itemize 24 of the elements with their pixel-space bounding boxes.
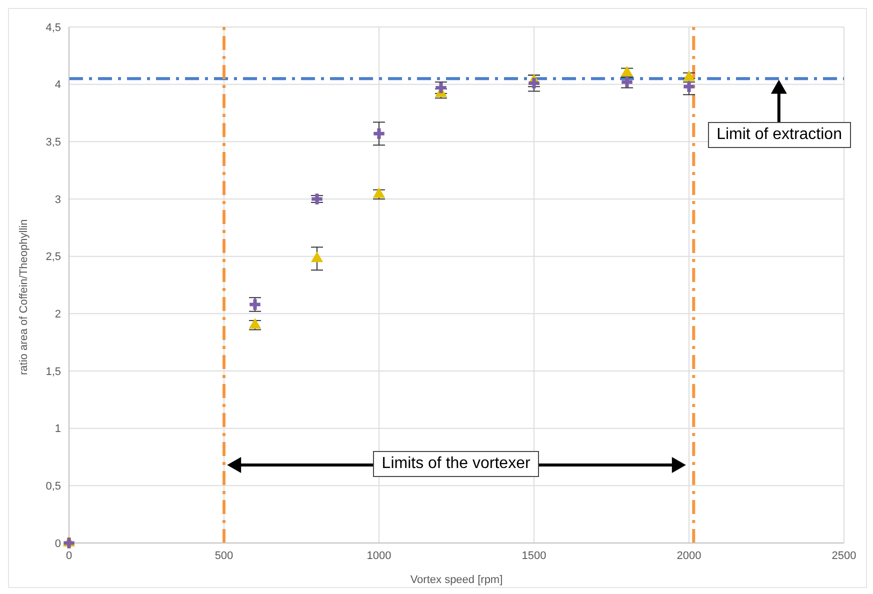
annotation: Limits of the vortexer [372,451,540,478]
x-tick-label: 500 [214,550,234,562]
x-tick-label: 0 [66,550,72,562]
x-tick-label: 1000 [366,550,392,562]
y-tick-label: 0,5 [46,480,61,493]
x-axis-title: Vortex speed [rpm] [410,574,503,586]
point [374,128,384,140]
y-tick-label: 2,5 [46,251,61,264]
point [310,252,324,262]
point [684,81,694,92]
x-tick-label: 2500 [832,550,856,562]
y-tick-label: 4,5 [46,22,61,34]
y-tick-label: 2 [54,308,61,321]
x-tick-label: 1500 [522,550,546,562]
y-tick-label: 1,5 [46,366,61,378]
y-tick-label: 3,5 [46,136,61,149]
y-tick-label: 0 [54,538,61,550]
y-tick-label: 4 [54,79,61,92]
y-axis-title: ratio area of Coffein/Theophyllin [18,219,30,375]
annotation: Limit of extraction [708,122,851,148]
y-tick-label: 3 [54,194,61,206]
x-tick-label: 2000 [676,550,702,562]
point [528,78,540,89]
y-tick-label: 1 [54,423,61,436]
